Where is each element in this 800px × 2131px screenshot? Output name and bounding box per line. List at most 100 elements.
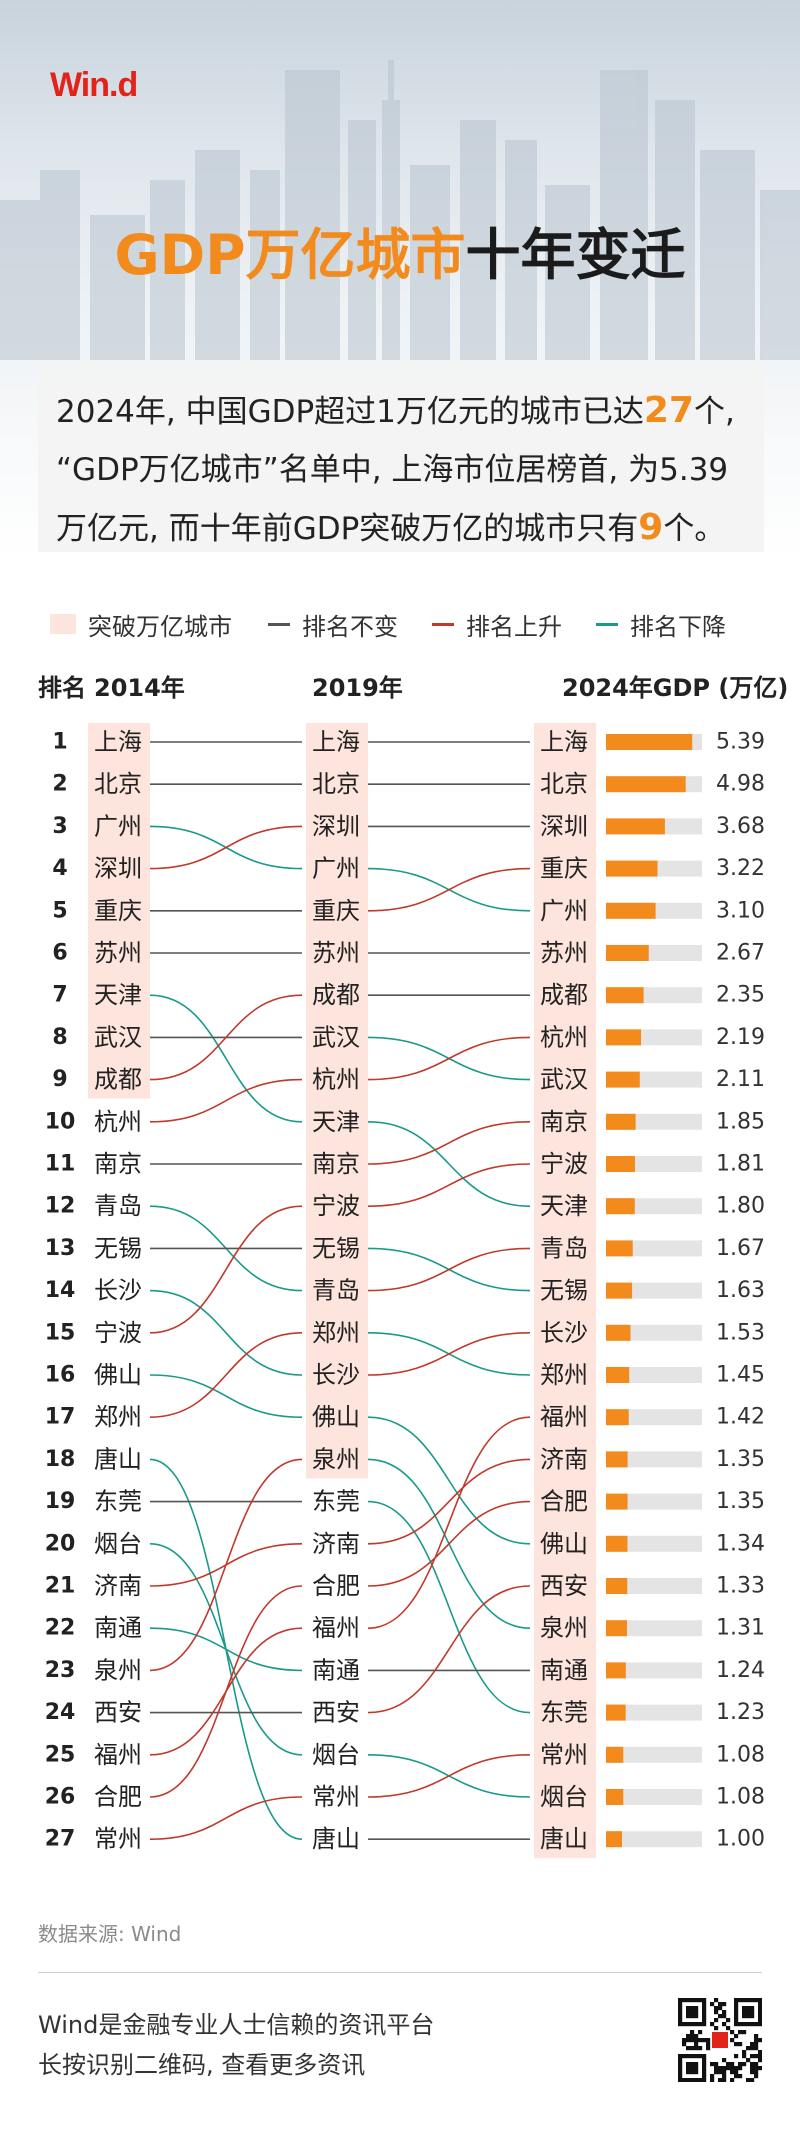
rank-label-17: 17	[45, 1405, 76, 1430]
bar-track-17	[606, 1409, 702, 1426]
bar-25	[606, 1746, 624, 1763]
city-2019-13: 无锡	[312, 1234, 360, 1262]
gdp-value-20: 1.34	[716, 1531, 765, 1556]
intro-part1: 2024年, 中国GDP超过1万亿元的城市已达	[56, 394, 644, 430]
bar-21	[606, 1578, 628, 1594]
bar-8	[606, 1029, 642, 1046]
rank-label-15: 15	[45, 1320, 76, 1345]
city-2019-26: 常州	[312, 1783, 360, 1811]
intro-count-2024: 27	[643, 390, 695, 431]
connector-2014-2019-14	[149, 1289, 303, 1376]
rank-label-4: 4	[52, 856, 67, 881]
title-rest: 十年变迁	[465, 223, 686, 287]
legend-line-up-icon	[432, 622, 454, 626]
bar-1	[606, 734, 693, 750]
city-2014-7: 天津	[94, 981, 142, 1009]
city-2024-15: 长沙	[540, 1319, 588, 1347]
bar-17	[606, 1409, 629, 1426]
city-2014-4: 深圳	[94, 855, 142, 883]
gdp-value-13: 1.67	[716, 1236, 765, 1261]
gdp-value-2: 4.98	[716, 772, 765, 797]
city-2014-24: 西安	[94, 1699, 142, 1727]
gdp-value-25: 1.08	[716, 1742, 765, 1767]
connector-2014-2019-27	[149, 1796, 303, 1840]
connector-2014-2019-15	[149, 1205, 303, 1334]
city-2019-27: 唐山	[312, 1825, 360, 1853]
connector-2014-2019-10	[149, 1078, 303, 1123]
city-2019-4: 广州	[312, 855, 360, 883]
city-2014-11: 南京	[94, 1150, 142, 1178]
rank-label-1: 1	[52, 730, 67, 755]
bar-15	[606, 1324, 631, 1341]
gdp-value-21: 1.33	[716, 1574, 765, 1599]
city-2019-9: 杭州	[312, 1066, 360, 1094]
bar-3	[606, 818, 665, 835]
gdp-value-22: 1.31	[716, 1616, 765, 1641]
city-2019-25: 烟台	[312, 1741, 360, 1769]
rank-label-27: 27	[45, 1827, 76, 1852]
rank-label-6: 6	[52, 941, 67, 966]
gdp-value-24: 1.23	[716, 1700, 765, 1725]
data-source: 数据来源: Wind	[38, 1922, 182, 1946]
bar-track-20	[606, 1535, 702, 1552]
gdp-value-15: 1.53	[716, 1320, 765, 1345]
city-2019-15: 郑州	[312, 1319, 360, 1347]
city-2014-25: 福州	[94, 1741, 142, 1769]
city-2014-14: 长沙	[94, 1277, 142, 1305]
qr-code-icon[interactable]	[678, 1998, 762, 2082]
connector-2019-2024-19	[367, 1500, 531, 1714]
bar-track-18	[606, 1451, 702, 1468]
connector-2014-2019-9	[149, 994, 303, 1081]
connector-2019-2024-9	[367, 1036, 531, 1081]
bar-11	[606, 1156, 635, 1172]
city-2014-17: 郑州	[94, 1403, 142, 1431]
city-2014-21: 济南	[94, 1572, 142, 1600]
city-2019-12: 宁波	[312, 1192, 360, 1220]
connector-2014-2019-7	[149, 994, 303, 1123]
rank-label-25: 25	[45, 1742, 76, 1767]
header-2014: 2014年	[94, 674, 185, 702]
gdp-value-12: 1.80	[716, 1194, 765, 1219]
gdp-value-23: 1.24	[716, 1658, 765, 1683]
gdp-value-6: 2.67	[716, 941, 765, 966]
city-2014-16: 佛山	[94, 1361, 142, 1389]
city-2024-18: 济南	[540, 1445, 588, 1473]
connector-2019-2024-24	[367, 1585, 531, 1714]
wind-logo: Win.d	[50, 66, 138, 104]
page-title: GDP万亿城市十年变迁	[0, 210, 800, 290]
intro-part2: 个, “GDP万亿城市”名单中, 上海市位居榜首, 为5.39万亿元, 而十年前…	[56, 394, 735, 547]
rank-label-5: 5	[52, 898, 67, 923]
connector-2019-2024-17	[367, 1416, 531, 1545]
legend-item-trillion: 突破万亿城市	[50, 608, 232, 641]
legend-swatch-icon	[50, 614, 76, 634]
city-2019-22: 福州	[312, 1614, 360, 1642]
city-2024-27: 唐山	[540, 1825, 588, 1853]
city-2019-24: 西安	[312, 1699, 360, 1727]
rank-label-2: 2	[52, 772, 67, 797]
rank-label-13: 13	[45, 1236, 76, 1261]
gdp-value-18: 1.35	[716, 1447, 765, 1472]
header-2019: 2019年	[312, 674, 403, 702]
city-2019-14: 青岛	[312, 1277, 360, 1305]
city-2014-13: 无锡	[94, 1234, 142, 1262]
city-2014-10: 杭州	[94, 1108, 142, 1136]
ranking-chart: 排名 2014年 2019年 2024年GDP (万亿) 1 上海 上海 上海 5.39 2 北京 北…	[38, 674, 788, 1859]
bar-18	[606, 1451, 628, 1468]
city-2019-18: 泉州	[312, 1445, 360, 1473]
rank-label-19: 19	[45, 1489, 76, 1514]
bar-track-16	[606, 1367, 702, 1383]
city-2014-9: 成都	[94, 1066, 142, 1094]
connector-2014-2019-26	[149, 1585, 303, 1798]
city-skyline-background	[0, 60, 800, 360]
city-2019-11: 南京	[312, 1150, 360, 1178]
city-2024-23: 南通	[540, 1656, 588, 1684]
bar-9	[606, 1071, 640, 1088]
city-2014-5: 重庆	[94, 897, 142, 925]
bar-track-26	[606, 1789, 702, 1805]
city-2019-17: 佛山	[312, 1403, 360, 1431]
city-2024-3: 深圳	[540, 812, 588, 840]
city-2024-10: 南京	[540, 1108, 588, 1136]
city-2024-7: 成都	[540, 981, 588, 1009]
intro-paragraph: 2024年, 中国GDP超过1万亿元的城市已达27个, “GDP万亿城市”名单中…	[38, 362, 764, 552]
intro-count-2014: 9	[638, 507, 664, 548]
